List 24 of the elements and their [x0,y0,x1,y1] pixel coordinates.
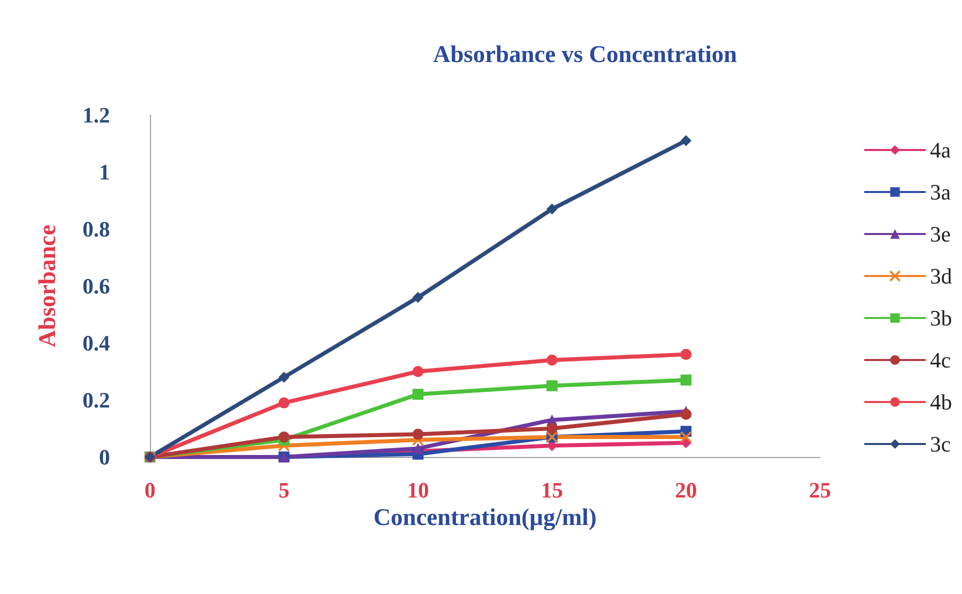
legend-label: 3b [930,306,952,330]
legend-label: 3c [930,432,951,456]
x-tick-label: 25 [809,478,831,502]
y-tick-label: 0 [99,444,110,470]
x-tick-label: 5 [278,478,290,502]
x-axis-title: Concentration(µg/ml) [373,504,597,531]
y-axis-title: Absorbance [35,224,61,348]
legend-label: 3e [930,222,951,246]
chart-title: Absorbance vs Concentration [433,42,737,68]
y-tick-label: 0.4 [82,330,110,356]
legend-label: 4a [930,138,951,162]
x-tick-label: 15 [541,478,563,502]
legend-label: 4c [930,348,951,372]
y-tick-label: 0.2 [82,388,110,412]
x-tick-label: 20 [675,478,697,502]
y-tick-label: 0.8 [82,216,110,242]
legend-label: 3a [930,180,951,204]
legend-label: 3d [930,264,952,288]
x-tick-label: 0 [144,478,156,502]
legend-label: 4b [930,390,952,414]
y-tick-label: 1.2 [82,102,110,128]
x-tick-label: 10 [407,478,429,502]
y-tick-label: 0.6 [82,274,110,298]
y-tick-label: 1 [99,160,110,184]
